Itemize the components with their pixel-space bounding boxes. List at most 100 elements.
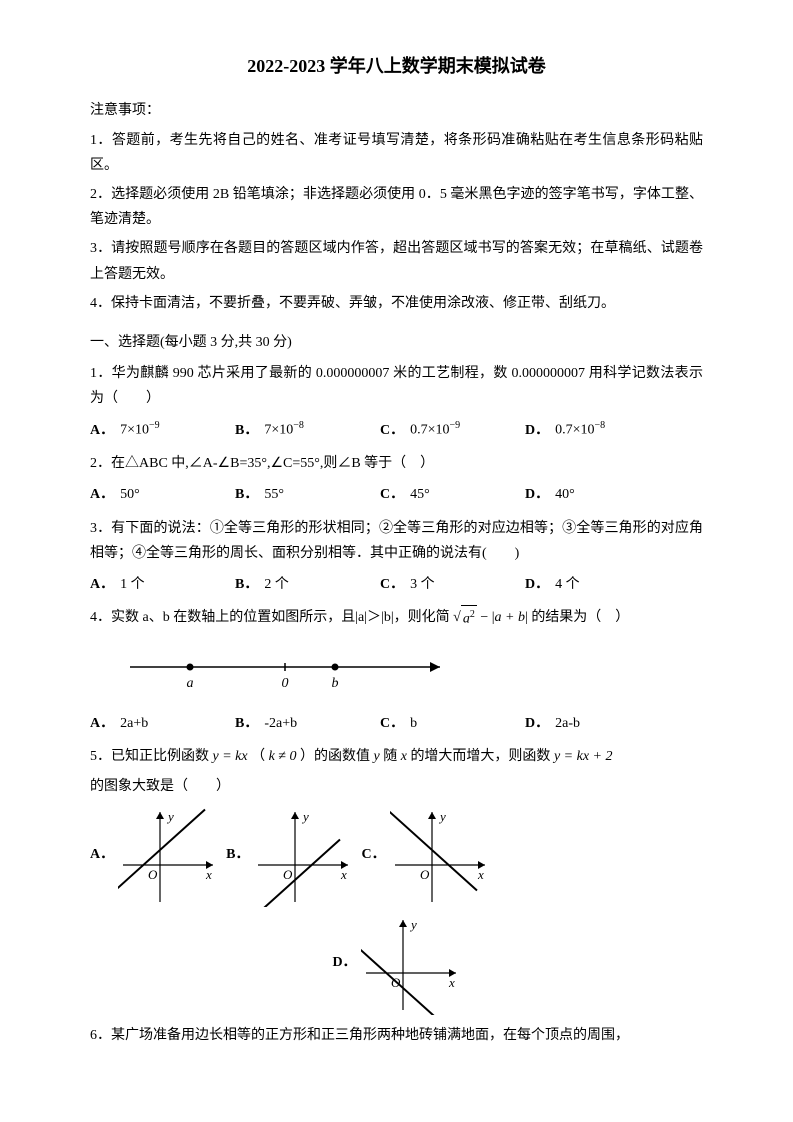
q1-opt-a: A． 7×10−9: [90, 417, 225, 443]
svg-text:0: 0: [282, 676, 289, 691]
opt-label: B．: [235, 572, 258, 597]
opt-label: B．: [235, 711, 258, 736]
q5-graph-d: D． yxO: [332, 915, 460, 1015]
q1-opt-d: D． 0.7×10−8: [525, 417, 660, 443]
opt-label: C．: [361, 842, 385, 907]
opt-value: 2a-b: [555, 711, 580, 736]
q2-opt-a: A． 50°: [90, 482, 225, 507]
question-2: 2．在△ABC 中,∠A-∠B=35°,∠C=55°,则∠B 等于（ ）: [90, 451, 703, 476]
q2-opt-c: C． 45°: [380, 482, 515, 507]
graph-b-svg: yxO: [253, 807, 353, 907]
svg-text:O: O: [283, 867, 293, 882]
q3-opt-a: A．1 个: [90, 572, 225, 597]
opt-label: A．: [90, 711, 114, 736]
graph-a-svg: y x O: [118, 807, 218, 907]
opt-label: C．: [380, 711, 404, 736]
opt-label: D．: [332, 950, 356, 1015]
notice-item: 2．选择题必须使用 2B 铅笔填涂；非选择题必须使用 0．5 毫米黑色字迹的签字…: [90, 182, 703, 232]
svg-text:x: x: [448, 975, 455, 990]
q1-opt-c: C． 0.7×10−9: [380, 417, 515, 443]
opt-value: 50°: [120, 482, 140, 507]
opt-value: 55°: [264, 482, 284, 507]
graph-c-svg: yxO: [390, 807, 490, 907]
opt-label: D．: [525, 572, 549, 597]
graph-d-svg: yxO: [361, 915, 461, 1015]
opt-label: B．: [235, 482, 258, 507]
svg-text:b: b: [332, 676, 339, 691]
svg-text:y: y: [166, 809, 174, 824]
q3-options: A．1 个 B．2 个 C．3 个 D．4 个: [90, 572, 703, 597]
q3-opt-b: B．2 个: [235, 572, 370, 597]
q4-opt-d: D．2a-b: [525, 711, 660, 736]
q5-graph-c: C． yxO: [361, 807, 489, 907]
opt-value: b: [410, 711, 417, 736]
svg-text:O: O: [148, 867, 158, 882]
q5-graph-a: A． y x O: [90, 807, 218, 907]
q5-mid4: 的增大而增大，则函数: [410, 749, 554, 764]
q5-graphs-row1: A． yxO B． yxO C． yxO: [90, 807, 703, 907]
q3-opt-c: C．3 个: [380, 572, 515, 597]
q5-text-pre: 5．已知正比例函数: [90, 749, 213, 764]
opt-label: C．: [380, 418, 404, 443]
notice-item: 4．保持卡面清洁，不要折叠，不要弄破、弄皱，不准使用涂改液、修正带、刮纸刀。: [90, 291, 703, 316]
opt-value: 7×10−8: [264, 417, 304, 443]
q3-opt-d: D．4 个: [525, 572, 660, 597]
opt-value: 40°: [555, 482, 575, 507]
opt-value: 2 个: [264, 572, 289, 597]
q5-graph-b: B． yxO: [226, 807, 353, 907]
opt-label: A．: [90, 418, 114, 443]
question-1: 1．华为麒麟 990 芯片采用了最新的 0.000000007 米的工艺制程，数…: [90, 361, 703, 411]
q4-text-pre: 4．实数 a、b 在数轴上的位置如图所示，且|a|＞|b|，则化简: [90, 610, 453, 625]
opt-label: C．: [380, 482, 404, 507]
opt-value: 7×10−9: [120, 417, 160, 443]
q5-fn2: y = kx + 2: [554, 749, 613, 764]
svg-text:a: a: [187, 676, 194, 691]
opt-label: A．: [90, 572, 114, 597]
q4-opt-c: C．b: [380, 711, 515, 736]
notice-item: 3．请按照题号顺序在各题目的答题区域内作答，超出答题区域书写的答案无效；在草稿纸…: [90, 236, 703, 286]
q2-opt-d: D．40°: [525, 482, 660, 507]
opt-value: 45°: [410, 482, 430, 507]
opt-label: C．: [380, 572, 404, 597]
q5-mid1: （: [251, 749, 265, 764]
notice-item: 1．答题前，考生先将自己的姓名、准考证号填写清楚，将条形码准确粘贴在考生信息条形…: [90, 128, 703, 178]
opt-label: D．: [525, 418, 549, 443]
q2-options: A． 50° B． 55° C． 45° D．40°: [90, 482, 703, 507]
q4-opt-a: A．2a+b: [90, 711, 225, 736]
exam-title: 2022-2023 学年八上数学期末模拟试卷: [90, 50, 703, 82]
opt-label: A．: [90, 482, 114, 507]
number-line-figure: a 0 b: [120, 642, 703, 701]
question-6: 6．某广场准备用边长相等的正方形和正三角形两种地砖铺满地面，在每个顶点的周围，: [90, 1023, 703, 1048]
q2-opt-b: B． 55°: [235, 482, 370, 507]
sqrt-icon: √a2: [453, 605, 477, 632]
opt-value: 4 个: [555, 572, 580, 597]
q4-opt-b: B．-2a+b: [235, 711, 370, 736]
svg-text:y: y: [301, 809, 309, 824]
q5-text-post: 的图象大致是（ ）: [90, 774, 703, 799]
q1-options: A． 7×10−9 B． 7×10−8 C． 0.7×10−9 D． 0.7×1…: [90, 417, 703, 443]
section-1-title: 一、选择题(每小题 3 分,共 30 分): [90, 330, 703, 355]
opt-label: D．: [525, 711, 549, 736]
q5-varx: x: [401, 749, 407, 764]
opt-value: 0.7×10−8: [555, 417, 605, 443]
q5-mid3: 随: [383, 749, 401, 764]
opt-value: 3 个: [410, 572, 435, 597]
q5-mid2: ）的函数值: [300, 749, 374, 764]
svg-text:O: O: [420, 867, 430, 882]
question-4: 4．实数 a、b 在数轴上的位置如图所示，且|a|＞|b|，则化简 √a2 − …: [90, 605, 703, 632]
q4-options: A．2a+b B．-2a+b C．b D．2a-b: [90, 711, 703, 736]
q5-fn1: y = kx: [213, 749, 248, 764]
opt-value: 2a+b: [120, 711, 148, 736]
q5-vary: y: [374, 749, 380, 764]
opt-value: 0.7×10−9: [410, 417, 460, 443]
q5-cond: k ≠ 0: [269, 749, 297, 764]
svg-text:y: y: [438, 809, 446, 824]
svg-text:y: y: [409, 917, 417, 932]
q4-text-post: 的结果为（ ）: [531, 610, 629, 625]
opt-label: B．: [226, 842, 249, 907]
svg-text:x: x: [205, 867, 212, 882]
q5-graphs-row2: D． yxO: [90, 915, 703, 1015]
number-line-svg: a 0 b: [120, 642, 460, 692]
abs-expr: |a + b|: [492, 610, 528, 625]
opt-label: A．: [90, 842, 114, 907]
